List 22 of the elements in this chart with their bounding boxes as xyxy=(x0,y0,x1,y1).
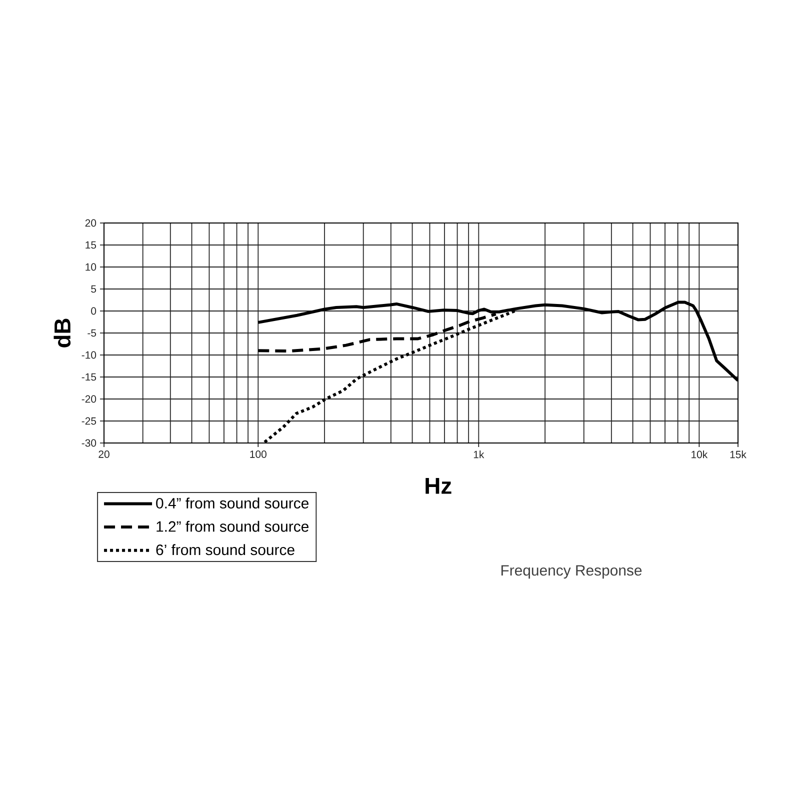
x-axis-title: Hz xyxy=(426,478,452,494)
y-tick-label: -25 xyxy=(82,417,96,425)
y-tick-label: 10 xyxy=(86,263,96,271)
legend-label: 0.4” from sound source xyxy=(156,498,308,509)
x-tick-label: 100 xyxy=(250,450,266,458)
x-tick-label: 1k xyxy=(474,450,484,458)
x-tick-label: 10k xyxy=(692,450,708,458)
y-tick-label: 0 xyxy=(91,307,96,315)
y-tick-label: 15 xyxy=(86,241,96,249)
y-tick-label: -5 xyxy=(88,329,96,337)
legend-label: 1.2” from sound source xyxy=(156,520,308,532)
x-tick-label: 20 xyxy=(98,450,110,458)
y-tick-label: 20 xyxy=(85,219,96,227)
y-axis-title: dB xyxy=(54,318,71,348)
legend-label: 6’ from sound source xyxy=(156,544,294,556)
text: Frequency Response xyxy=(501,565,642,579)
y-tick-label: -30 xyxy=(82,439,96,447)
x-tick-label: 15k xyxy=(730,450,746,458)
y-tick-label: -10 xyxy=(82,351,96,359)
y-tick-label: -15 xyxy=(82,373,96,381)
y-tick-label: -20 xyxy=(82,395,96,403)
y-tick-label: 5 xyxy=(91,285,96,293)
